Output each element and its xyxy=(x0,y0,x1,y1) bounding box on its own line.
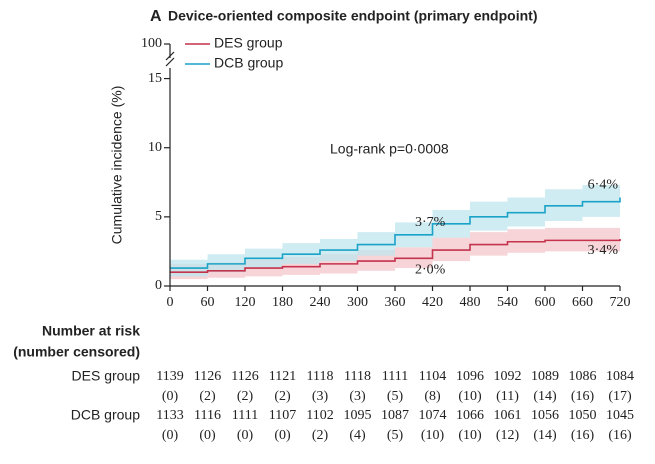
at-risk-count: 1095 xyxy=(344,408,372,423)
at-risk-count: 1104 xyxy=(419,369,446,384)
at-risk-count: 1045 xyxy=(606,408,634,423)
x-tick-label: 300 xyxy=(347,295,368,310)
censored-count: (0) xyxy=(274,428,291,443)
panel-label: A xyxy=(150,8,162,25)
at-risk-count: 1056 xyxy=(531,408,559,423)
at-risk-count: 1118 xyxy=(307,369,334,384)
censored-count: (2) xyxy=(274,389,291,404)
x-tick-label: 600 xyxy=(535,295,556,310)
at-risk-count: 1139 xyxy=(156,369,183,384)
annotation: Log-rank p=0·0008 xyxy=(330,141,449,157)
censored-count: (2) xyxy=(199,389,216,404)
at-risk-count: 1092 xyxy=(494,369,522,384)
censored-count: (0) xyxy=(199,428,216,443)
survival-line xyxy=(170,238,621,273)
x-tick-label: 180 xyxy=(272,295,293,310)
value-label: 3·4% xyxy=(588,243,619,258)
x-tick-label: 60 xyxy=(201,295,215,310)
at-risk-count: 1050 xyxy=(569,408,597,423)
axis-break xyxy=(165,57,175,67)
censored-count: (10) xyxy=(421,428,445,443)
censored-count: (16) xyxy=(608,428,632,443)
censored-count: (16) xyxy=(571,428,595,443)
at-risk-count: 1107 xyxy=(269,408,296,423)
censored-count: (0) xyxy=(162,428,179,443)
legend-label: DES group xyxy=(214,35,283,51)
at-risk-count: 1084 xyxy=(606,369,634,384)
censored-count: (14) xyxy=(533,428,557,443)
y-tick-label: 5 xyxy=(155,209,162,224)
at-risk-count: 1126 xyxy=(194,369,221,384)
censored-count: (0) xyxy=(162,389,179,404)
chart-title: Device-oriented composite endpoint (prim… xyxy=(168,8,537,24)
x-tick-label: 480 xyxy=(460,295,481,310)
censored-count: (11) xyxy=(496,389,519,404)
at-risk-count: 1121 xyxy=(269,369,296,384)
censored-count: (3) xyxy=(349,389,366,404)
censored-count: (3) xyxy=(312,389,329,404)
at-risk-count: 1086 xyxy=(569,369,597,384)
y-axis-label: Cumulative incidence (%) xyxy=(109,86,125,245)
at-risk-count: 1126 xyxy=(231,369,258,384)
censored-count: (17) xyxy=(608,389,632,404)
at-risk-count: 1096 xyxy=(456,369,484,384)
y-tick-label: 0 xyxy=(155,278,162,293)
y-tick-label: 15 xyxy=(148,71,162,86)
censored-count: (2) xyxy=(312,428,329,443)
censored-count: (2) xyxy=(237,389,254,404)
risk-table-subtitle: (number censored) xyxy=(13,344,140,360)
censored-count: (10) xyxy=(458,389,482,404)
censored-count: (0) xyxy=(237,428,254,443)
x-tick-label: 660 xyxy=(572,295,593,310)
censored-count: (5) xyxy=(387,389,404,404)
at-risk-count: 1074 xyxy=(419,408,447,423)
risk-row-label: DES group xyxy=(72,368,141,384)
legend-label: DCB group xyxy=(214,55,283,71)
value-label: 2·0% xyxy=(415,263,446,278)
x-tick-label: 540 xyxy=(497,295,518,310)
x-tick-label: 720 xyxy=(610,295,631,310)
x-tick-label: 0 xyxy=(167,295,174,310)
y-tick-label: 10 xyxy=(148,140,162,155)
risk-row-label: DCB group xyxy=(71,407,140,423)
survival-line xyxy=(170,197,621,269)
y-tick-label: 100 xyxy=(141,36,162,51)
value-label: 3·7% xyxy=(415,215,446,230)
at-risk-count: 1089 xyxy=(531,369,559,384)
value-label: 6·4% xyxy=(588,178,619,193)
at-risk-count: 1133 xyxy=(156,408,183,423)
x-tick-label: 240 xyxy=(310,295,331,310)
censored-count: (12) xyxy=(496,428,520,443)
censored-count: (4) xyxy=(349,428,366,443)
at-risk-count: 1087 xyxy=(381,408,409,423)
at-risk-count: 1061 xyxy=(494,408,522,423)
at-risk-count: 1111 xyxy=(232,408,258,423)
censored-count: (16) xyxy=(571,389,595,404)
censored-count: (8) xyxy=(424,389,441,404)
x-tick-label: 360 xyxy=(385,295,406,310)
x-tick-label: 120 xyxy=(235,295,256,310)
x-tick-label: 420 xyxy=(422,295,443,310)
censored-count: (14) xyxy=(533,389,557,404)
at-risk-count: 1111 xyxy=(382,369,408,384)
risk-table-title: Number at risk xyxy=(42,323,140,339)
at-risk-count: 1116 xyxy=(194,408,221,423)
at-risk-count: 1118 xyxy=(344,369,371,384)
axis-break xyxy=(165,51,175,61)
at-risk-count: 1102 xyxy=(306,408,333,423)
confidence-band xyxy=(170,179,620,277)
censored-count: (10) xyxy=(458,428,482,443)
censored-count: (5) xyxy=(387,428,404,443)
at-risk-count: 1066 xyxy=(456,408,484,423)
